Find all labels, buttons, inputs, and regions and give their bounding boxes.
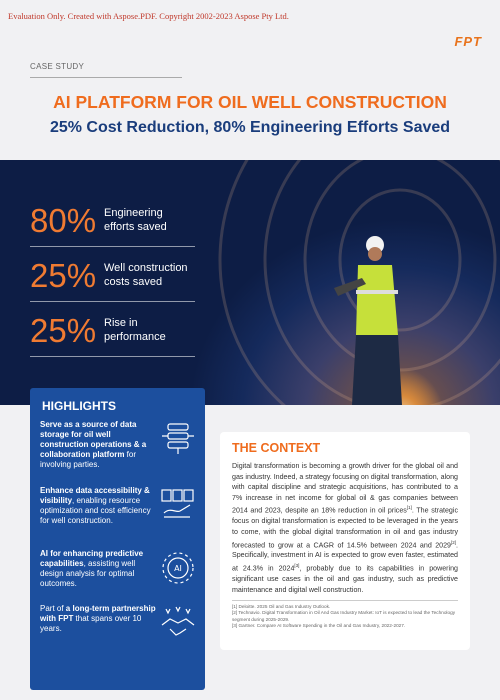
stat-value: 25% <box>30 312 97 349</box>
highlight-text: a long-term partnership with FPT <box>40 604 156 623</box>
footnotes: [1] Deloitte. 2025 Oil and Gas Industry … <box>232 604 458 630</box>
icon-dashboards <box>161 489 194 518</box>
citation: [2] <box>451 539 457 545</box>
highlight-text: AI for enhancing predictive capabilities <box>40 549 144 568</box>
highlight-item: Enhance data accessibility & visibility,… <box>40 486 158 526</box>
highlight-text: that spans over 10 years. <box>40 614 142 633</box>
highlight-text: for involving parties. <box>40 450 137 469</box>
footnote: [1] Deloitte. 2025 Oil and Gas Industry … <box>232 604 331 609</box>
context-title: THE CONTEXT <box>232 441 321 455</box>
stat-label: Well construction costs saved <box>104 262 188 288</box>
highlight-item: Part of a long-term partnership with FPT… <box>40 604 158 634</box>
stat-label: Engineering efforts saved <box>104 207 167 233</box>
stat: 25% Rise in performance <box>30 310 195 357</box>
icon-database <box>162 423 194 454</box>
stat-value: 80% <box>30 202 97 239</box>
footnote: [3] Gartner. Compare AI Software Spendin… <box>232 623 406 629</box>
worker <box>334 236 402 405</box>
context-body: Digital transformation is becoming a gro… <box>232 461 458 595</box>
title: AI PLATFORM FOR OIL WELL CONSTRUCTION <box>53 92 447 112</box>
body-text: , probably due to its capabilities in po… <box>232 564 458 594</box>
context-card <box>220 432 470 650</box>
highlights-panel <box>30 388 205 690</box>
body-text: . Specifically, investment in AI is expe… <box>232 540 458 573</box>
body-text: . The strategic focus on digital transfo… <box>232 506 458 549</box>
hero-image <box>0 160 500 405</box>
highlight-text: , assisting well design analysis for opt… <box>40 559 136 588</box>
subtitle: 25% Cost Reduction, 80% Engineering Effo… <box>49 119 451 136</box>
highlight-item: AI for enhancing predictive capabilities… <box>40 549 158 589</box>
icon-ai: AI <box>162 552 194 584</box>
stat: 25% Well construction costs saved <box>30 255 195 302</box>
highlights-title: HIGHLIGHTS <box>42 399 116 413</box>
body-text: Digital transformation is becoming a gro… <box>232 462 458 515</box>
highlight-item: Serve as a source of data storage for oi… <box>40 420 158 470</box>
footnote: [2] Technavio. Digital Transformation in… <box>232 610 456 622</box>
tunnel-art <box>218 160 500 405</box>
section-label: CASE STUDY <box>30 62 85 71</box>
logo: FPT <box>454 34 482 49</box>
highlight-text: , enabling resource optimization and cos… <box>40 496 151 525</box>
rule <box>30 77 182 78</box>
highlight-text: Part of <box>40 604 66 613</box>
highlight-text: Serve as a source of data storage for oi… <box>40 420 147 459</box>
svg-text:AI: AI <box>174 564 182 573</box>
watermark: Evaluation Only. Created with Aspose.PDF… <box>8 11 289 21</box>
citation: [3] <box>294 563 300 569</box>
stat-value: 25% <box>30 257 97 294</box>
icon-handshake <box>161 606 195 636</box>
stat-label: Rise in performance <box>104 317 166 343</box>
citation: [1] <box>406 505 412 511</box>
footnote-rule <box>232 600 458 601</box>
highlight-text: Enhance data accessibility & visibility <box>40 486 150 505</box>
stat: 80% Engineering efforts saved <box>30 200 195 247</box>
